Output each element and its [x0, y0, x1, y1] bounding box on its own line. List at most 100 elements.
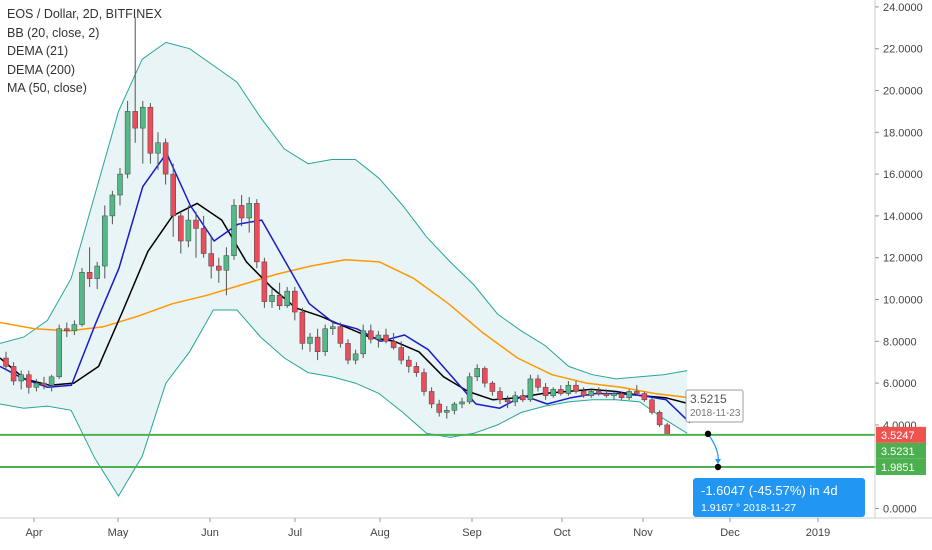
candle[interactable]: [428, 387, 435, 409]
indicator-bb[interactable]: BB (20, close, 2): [7, 25, 100, 40]
candle[interactable]: [375, 330, 382, 348]
candle[interactable]: [109, 190, 116, 225]
price-axis[interactable]: 24.0000 22.0000 20.0000 18.0000 16.0000 14.00…: [874, 0, 923, 518]
candle[interactable]: [246, 197, 252, 233]
candle[interactable]: [565, 381, 572, 396]
candle[interactable]: [86, 247, 93, 287]
candle[interactable]: [641, 391, 648, 402]
candle[interactable]: [337, 322, 344, 348]
candle[interactable]: [269, 289, 275, 308]
candle[interactable]: [634, 385, 640, 396]
candle[interactable]: [117, 167, 123, 206]
candle[interactable]: [216, 257, 222, 283]
candles[interactable]: [3, 17, 670, 436]
candle[interactable]: [451, 401, 458, 415]
candle[interactable]: [79, 268, 85, 327]
candle[interactable]: [208, 236, 214, 279]
candle[interactable]: [18, 370, 24, 390]
candle[interactable]: [596, 387, 602, 396]
candle[interactable]: [155, 132, 161, 170]
horizontal-levels[interactable]: [0, 433, 875, 469]
candle[interactable]: [193, 211, 199, 258]
candle[interactable]: [580, 387, 587, 398]
candle[interactable]: [603, 389, 610, 398]
candle[interactable]: [649, 397, 655, 415]
candle[interactable]: [345, 339, 351, 365]
candle[interactable]: [147, 103, 154, 164]
candle[interactable]: [238, 195, 245, 227]
chart-title[interactable]: EOS / Dollar, 2D, BITFINEX: [7, 7, 162, 21]
candle[interactable]: [261, 257, 268, 308]
candle[interactable]: [535, 374, 541, 392]
candle[interactable]: [330, 320, 336, 336]
candle[interactable]: [170, 163, 176, 237]
candle[interactable]: [307, 332, 313, 352]
candle[interactable]: [360, 324, 366, 359]
candle[interactable]: [504, 395, 511, 409]
candle[interactable]: [10, 362, 17, 386]
candle[interactable]: [48, 374, 55, 392]
candle[interactable]: [542, 383, 549, 400]
candle[interactable]: [436, 399, 442, 417]
candle[interactable]: [223, 247, 230, 296]
candle[interactable]: [132, 17, 138, 143]
candle[interactable]: [178, 211, 184, 254]
candle[interactable]: [520, 389, 526, 402]
candle[interactable]: [421, 368, 427, 396]
candle[interactable]: [276, 282, 283, 310]
candle[interactable]: [94, 261, 100, 290]
candle[interactable]: [444, 406, 450, 419]
indicator-dema-200[interactable]: DEMA (200): [7, 62, 76, 77]
candle[interactable]: [231, 199, 237, 260]
candle[interactable]: [406, 355, 412, 373]
candle[interactable]: [390, 332, 397, 350]
candle[interactable]: [368, 324, 374, 344]
indicator-dema-21[interactable]: DEMA (21): [7, 44, 69, 58]
candle[interactable]: [254, 199, 260, 269]
candle[interactable]: [664, 422, 670, 436]
candle[interactable]: [459, 397, 465, 409]
measure-overlay[interactable]: 3.5215 2018-11-23 -1.6047 (-45.57%) in 4d 1…: [685, 389, 865, 517]
candle[interactable]: [352, 349, 359, 365]
candle[interactable]: [292, 286, 298, 321]
candle[interactable]: [474, 364, 480, 382]
candle[interactable]: [41, 376, 47, 390]
candle[interactable]: [200, 215, 207, 258]
time-axis[interactable]: Apr May Jun Jul Aug Sep Oct Nov Dec 2019: [0, 517, 932, 539]
candle[interactable]: [656, 410, 663, 427]
candle[interactable]: [185, 205, 192, 248]
measure-end-point[interactable]: [714, 463, 722, 471]
candle[interactable]: [611, 391, 617, 400]
candle[interactable]: [3, 351, 9, 371]
candle[interactable]: [383, 328, 389, 344]
candle[interactable]: [618, 391, 625, 400]
candle[interactable]: [162, 138, 169, 185]
candle[interactable]: [33, 378, 40, 392]
candle[interactable]: [573, 381, 579, 394]
candle[interactable]: [299, 307, 306, 350]
candle[interactable]: [64, 322, 70, 338]
candle[interactable]: [102, 205, 108, 279]
candle[interactable]: [626, 389, 632, 400]
candle[interactable]: [314, 328, 321, 361]
candle[interactable]: [413, 362, 420, 377]
candle[interactable]: [56, 324, 62, 379]
candle[interactable]: [588, 389, 594, 398]
candle[interactable]: [527, 374, 534, 402]
measure-start-point[interactable]: [704, 430, 712, 438]
candle[interactable]: [550, 387, 556, 398]
indicator-ma-50[interactable]: MA (50, close): [7, 81, 87, 95]
candle[interactable]: [466, 372, 473, 404]
candle[interactable]: [124, 100, 131, 179]
candle[interactable]: [26, 370, 32, 394]
candle[interactable]: [482, 366, 488, 388]
candle[interactable]: [497, 387, 503, 404]
candle[interactable]: [140, 100, 146, 164]
candle[interactable]: [398, 341, 404, 365]
candle[interactable]: [512, 391, 518, 407]
candle[interactable]: [489, 381, 496, 396]
candle[interactable]: [71, 320, 78, 336]
candle[interactable]: [322, 324, 328, 356]
candle[interactable]: [284, 286, 290, 308]
